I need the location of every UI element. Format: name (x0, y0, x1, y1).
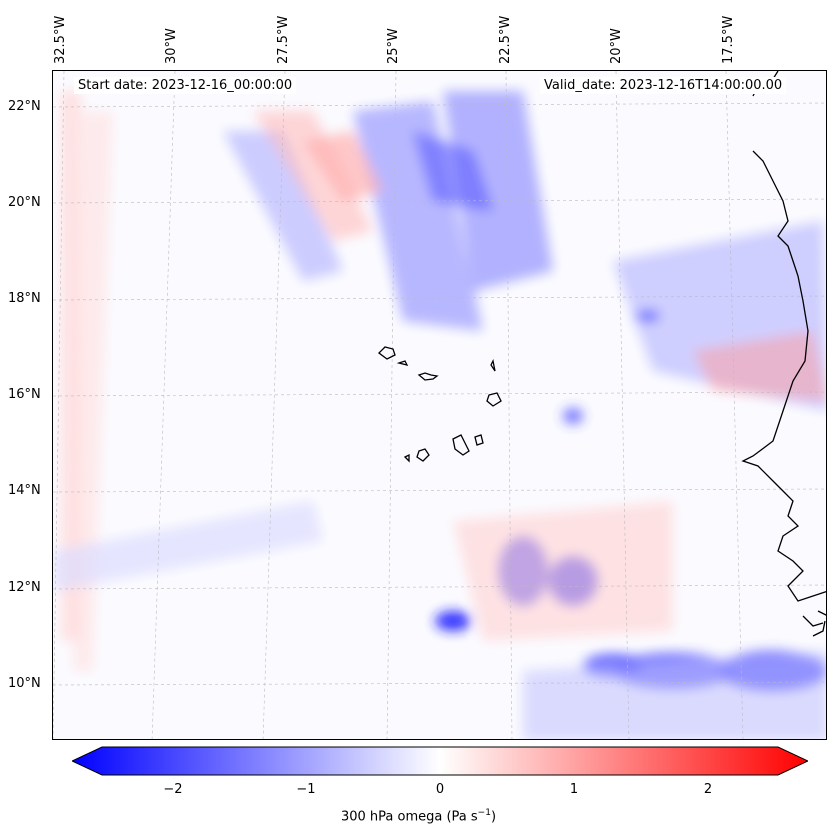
valid-date-label: Valid_date: 2023-12-16T14:00:00.00 (540, 77, 787, 94)
lat-label-14n: 14°N (8, 483, 41, 498)
colorbar-label-text: 300 hPa omega (Pa s (340, 809, 478, 825)
omega-field (53, 91, 826, 739)
lon-label-22-5w: 22.5°W (498, 15, 513, 64)
lat-label-10n: 10°N (8, 676, 41, 691)
map-panel (52, 70, 827, 740)
lon-label-20w: 20°W (609, 28, 624, 64)
graticule (53, 71, 826, 739)
colorbar-label: 300 hPa omega (Pa s−1) (0, 808, 837, 824)
colorbar-tick-2: 2 (703, 782, 713, 797)
lat-label-16n: 16°N (8, 387, 41, 402)
colorbar-label-end: ) (490, 809, 497, 825)
lon-label-30w: 30°W (164, 28, 179, 64)
lat-label-22n: 22°N (8, 99, 41, 114)
lat-label-18n: 18°N (8, 291, 41, 306)
lon-label-27-5w: 27.5°W (276, 15, 291, 64)
colorbar-tick-1: 1 (569, 782, 579, 797)
omega-field-map (53, 71, 826, 739)
lon-label-25w: 25°W (386, 28, 401, 64)
lon-label-32-5w: 32.5°W (53, 15, 68, 64)
colorbar-tick-0: 0 (435, 782, 445, 797)
colorbar-tick-neg2: −2 (163, 782, 183, 797)
colorbar-gradient (70, 746, 810, 776)
colorbar-label-exponent: −1 (477, 808, 491, 818)
lat-label-12n: 12°N (8, 580, 41, 595)
lon-label-17-5w: 17.5°W (721, 15, 736, 64)
cape-verde-islands (378, 346, 502, 463)
start-date-label: Start date: 2023-12-16_00:00:00 (74, 77, 297, 94)
lat-label-20n: 20°N (8, 195, 41, 210)
colorbar (70, 746, 810, 776)
colorbar-tick-neg1: −1 (296, 782, 316, 797)
